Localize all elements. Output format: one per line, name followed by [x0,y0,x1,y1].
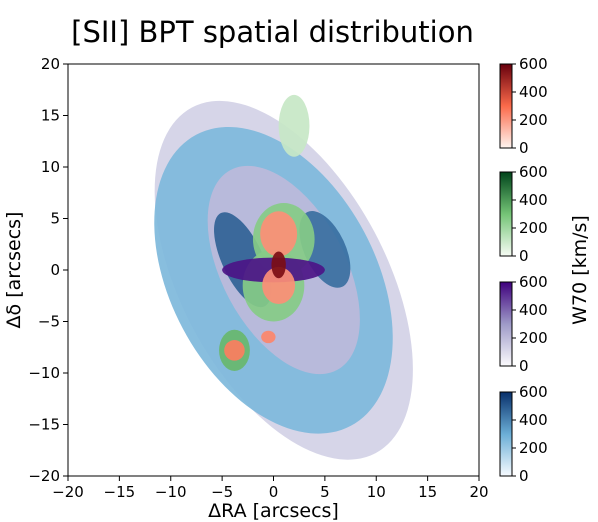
colorbar-tick-label: 0 [519,139,529,157]
chart-title: [SII] BPT spatial distribution [71,15,474,49]
colorbar-tick-label: 0 [519,467,529,485]
colorbar-blues [499,391,513,477]
colorbar-tick-label: 200 [519,111,548,129]
colorbar-tick-label: 400 [519,411,548,429]
colorbar-greens [499,171,513,257]
colorbar-tick-label: 600 [519,273,548,291]
x-tick-label: 10 [367,483,386,501]
colorbar-tick-label: 0 [519,247,529,265]
y-tick-label: 15 [41,107,60,125]
colorbar-tick-label: 600 [519,383,548,401]
region-reds-8 [260,211,298,257]
colorbar-tick-label: 400 [519,83,548,101]
colorbar-tick-label: 400 [519,301,548,319]
y-tick-label: 20 [41,55,60,73]
colorbar-tick-label: 600 [519,163,548,181]
y-tick-label: −20 [28,467,60,485]
colorbar-tick-label: 600 [519,55,548,73]
colorbar-reds [499,63,513,149]
x-axis-label: ΔRA [arcsecs] [208,500,339,522]
x-tick-label: −5 [211,483,233,501]
colorbar-tick-label: 0 [519,357,529,375]
region-greens-14 [278,94,310,157]
colorbar-label: W70 [km/s] [569,215,591,325]
x-tick-label: −10 [155,483,187,501]
x-tick-label: −15 [104,483,136,501]
emission-map [154,94,413,460]
x-tick-label: 5 [320,483,330,501]
region-reds-13 [261,330,276,344]
region-reds-10 [271,251,286,279]
x-tick-label: 20 [469,483,488,501]
colorbar-tick-label: 200 [519,439,548,457]
y-tick-label: 0 [50,261,60,279]
colorbar-purples [499,281,513,367]
y-tick-label: 10 [41,158,60,176]
y-tick-label: −5 [38,313,60,331]
y-tick-label: −15 [28,416,60,434]
colorbar-tick-label: 400 [519,191,548,209]
colorbar-tick-label: 200 [519,219,548,237]
y-tick-label: −10 [28,364,60,382]
y-tick-label: 5 [50,210,60,228]
x-tick-label: 15 [418,483,437,501]
region-reds-12 [224,340,245,361]
region-reds-9 [262,266,296,304]
x-tick-label: 0 [269,483,279,501]
x-tick-label: −20 [52,483,84,501]
y-axis-label: Δδ [arcsecs] [3,212,25,329]
colorbar-tick-label: 200 [519,329,548,347]
